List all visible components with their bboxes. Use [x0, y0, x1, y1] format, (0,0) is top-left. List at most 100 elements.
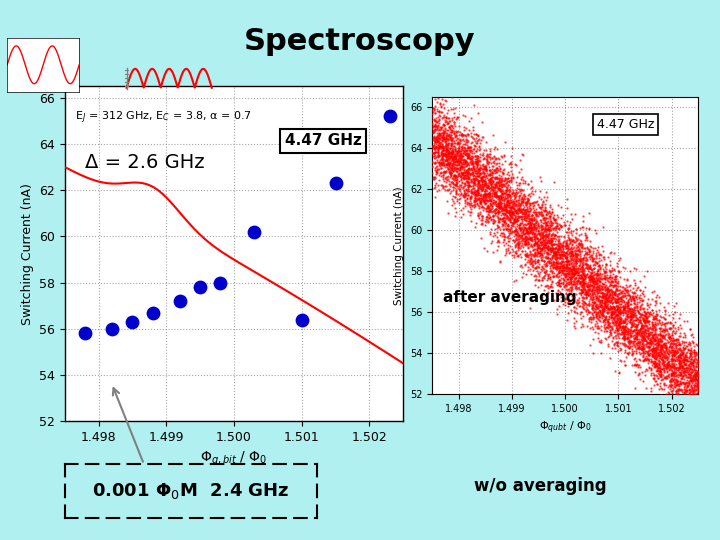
Point — [432, 148, 444, 157]
Point — [489, 197, 500, 206]
Point — [524, 228, 536, 237]
Point — [615, 306, 626, 314]
Point — [510, 190, 522, 198]
Point — [673, 340, 685, 348]
Point — [445, 121, 456, 130]
Point — [667, 336, 678, 345]
Point — [701, 359, 712, 367]
Point — [448, 141, 459, 150]
Point — [597, 274, 608, 282]
Point — [686, 376, 698, 385]
Point — [609, 275, 621, 284]
Point — [590, 312, 602, 320]
Point — [567, 259, 578, 268]
Text: Δ = 2.6 GHz: Δ = 2.6 GHz — [85, 153, 204, 172]
Point — [474, 174, 486, 183]
Point — [570, 252, 581, 260]
Point — [650, 355, 662, 363]
Point — [531, 239, 542, 247]
Point — [634, 334, 645, 343]
Point — [682, 402, 693, 410]
Point — [567, 227, 579, 235]
Point — [499, 251, 510, 260]
Point — [632, 342, 644, 350]
Point — [608, 305, 620, 314]
Point — [498, 214, 509, 222]
Point — [621, 324, 633, 333]
Point — [638, 335, 649, 343]
Point — [500, 214, 512, 223]
Point — [463, 178, 474, 186]
Point — [431, 129, 443, 138]
Point — [431, 118, 442, 126]
Point — [570, 225, 582, 234]
Point — [528, 232, 540, 241]
Point — [438, 146, 449, 154]
Point — [689, 403, 701, 411]
Point — [509, 206, 521, 215]
Point — [616, 287, 628, 295]
Point — [536, 226, 547, 234]
Point — [659, 358, 670, 367]
Point — [660, 348, 672, 357]
Point — [498, 201, 509, 210]
Point — [553, 259, 564, 268]
Point — [696, 418, 707, 427]
Point — [464, 170, 476, 178]
Point — [451, 148, 463, 157]
Point — [448, 180, 459, 188]
Point — [575, 243, 587, 252]
Point — [539, 240, 551, 249]
Point — [674, 361, 685, 369]
Point — [546, 277, 558, 286]
Point — [618, 332, 630, 341]
Point — [496, 160, 508, 168]
Point — [493, 202, 505, 211]
Point — [574, 260, 585, 269]
Point — [495, 166, 506, 175]
Point — [693, 370, 704, 379]
Point — [572, 299, 584, 307]
Point — [693, 381, 705, 389]
Point — [551, 251, 562, 259]
Point — [541, 236, 552, 245]
Point — [480, 154, 492, 163]
Point — [631, 328, 642, 336]
Point — [594, 338, 606, 347]
Point — [683, 361, 694, 369]
Point — [649, 334, 661, 342]
Point — [624, 327, 636, 336]
Point — [492, 246, 503, 254]
Point — [570, 282, 581, 291]
Point — [536, 202, 547, 211]
Point — [546, 237, 557, 245]
Point — [675, 373, 686, 382]
Point — [473, 177, 485, 185]
Point — [503, 209, 515, 218]
Point — [562, 256, 574, 265]
Point — [531, 234, 543, 242]
Point — [447, 133, 459, 142]
Point — [501, 193, 513, 201]
Point — [444, 122, 456, 130]
Point — [572, 257, 584, 266]
Point — [588, 277, 600, 286]
Point — [516, 212, 527, 221]
Point — [663, 370, 675, 379]
Point — [463, 201, 474, 210]
Point — [482, 218, 494, 226]
Point — [557, 246, 568, 255]
Point — [654, 299, 665, 308]
Point — [616, 309, 627, 318]
Point — [453, 170, 464, 179]
Point — [450, 167, 462, 176]
Point — [701, 414, 712, 422]
Point — [562, 256, 573, 265]
Point — [456, 155, 467, 164]
Point — [568, 274, 580, 282]
Point — [505, 216, 516, 225]
Point — [429, 101, 441, 110]
Point — [536, 275, 548, 284]
Point — [554, 221, 566, 230]
Point — [676, 349, 688, 357]
